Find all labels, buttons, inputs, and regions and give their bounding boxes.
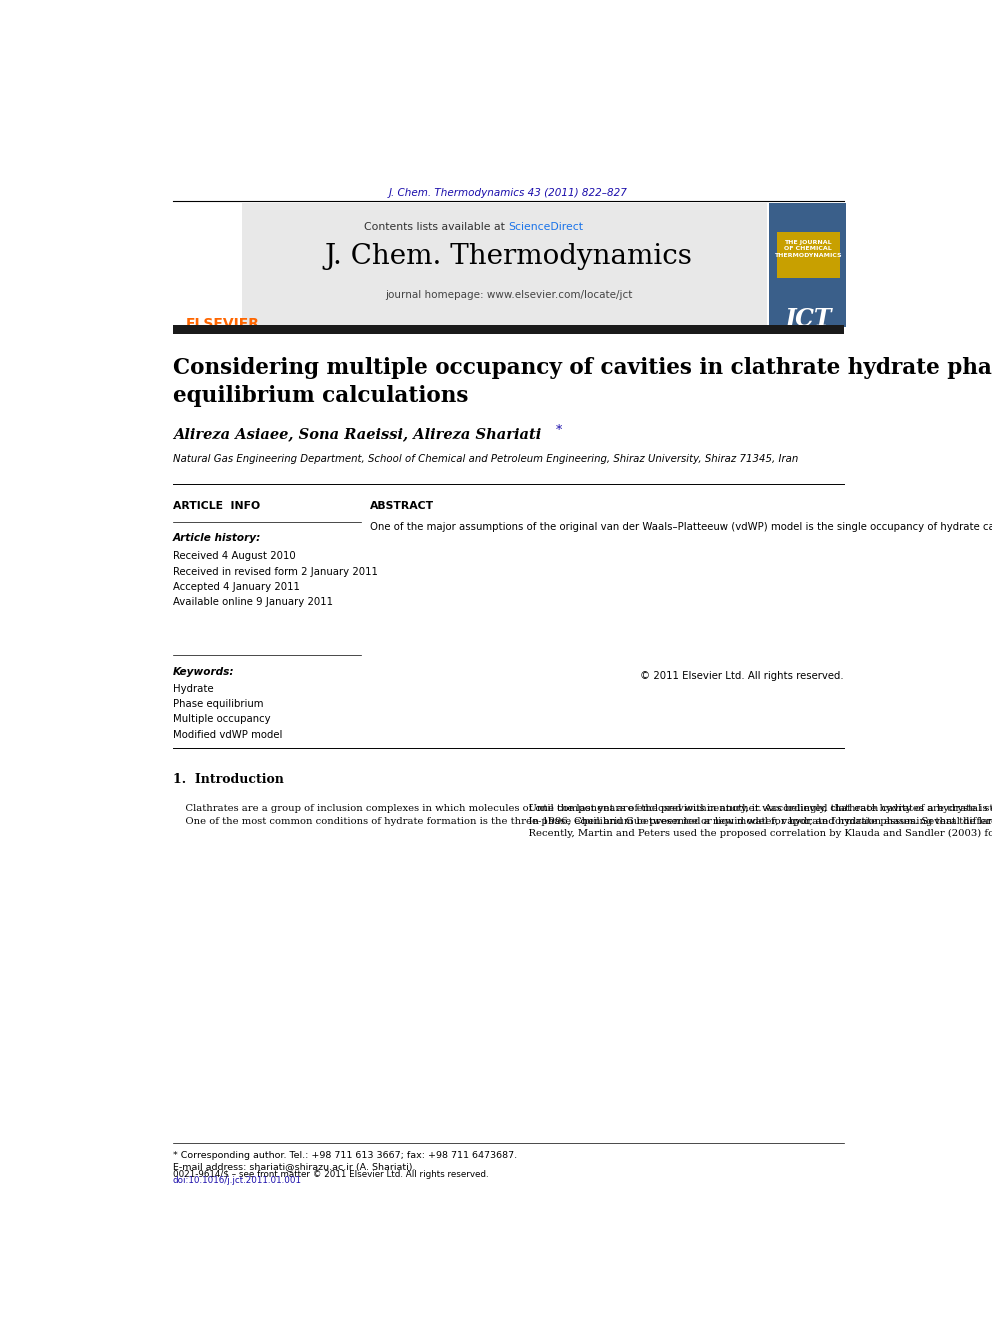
Text: Considering multiple occupancy of cavities in clathrate hydrate phase
equilibriu: Considering multiple occupancy of caviti…	[173, 357, 992, 407]
Text: E-mail address: shariati@shirazu.ac.ir (A. Shariati).: E-mail address: shariati@shirazu.ac.ir (…	[173, 1162, 416, 1171]
Text: Natural Gas Engineering Department, School of Chemical and Petroleum Engineering: Natural Gas Engineering Department, Scho…	[173, 454, 799, 464]
Text: 0021-9614/$ – see front matter © 2011 Elsevier Ltd. All rights reserved.: 0021-9614/$ – see front matter © 2011 El…	[173, 1170, 488, 1179]
Text: Until the last years of the previous century, it was believed that each cavity o: Until the last years of the previous cen…	[516, 804, 992, 839]
Bar	[777, 232, 840, 278]
Text: J. Chem. Thermodynamics: J. Chem. Thermodynamics	[324, 243, 692, 270]
Text: ELSEVIER: ELSEVIER	[186, 316, 260, 331]
Text: doi:10.1016/j.jct.2011.01.001: doi:10.1016/j.jct.2011.01.001	[173, 1176, 302, 1185]
Text: JCT: JCT	[785, 307, 832, 331]
Text: 1.  Introduction: 1. Introduction	[173, 773, 284, 786]
Text: Clathrates are a group of inclusion complexes in which molecules of one componen: Clathrates are a group of inclusion comp…	[173, 804, 992, 826]
Text: Contents lists available at: Contents lists available at	[364, 222, 509, 232]
Text: J. Chem. Thermodynamics 43 (2011) 822–827: J. Chem. Thermodynamics 43 (2011) 822–82…	[389, 188, 628, 198]
Text: Hydrate
Phase equilibrium
Multiple occupancy
Modified vdWP model: Hydrate Phase equilibrium Multiple occup…	[173, 684, 282, 740]
Text: * Corresponding author. Tel.: +98 711 613 3667; fax: +98 711 6473687.: * Corresponding author. Tel.: +98 711 61…	[173, 1151, 517, 1160]
Text: *: *	[556, 423, 561, 437]
Text: One of the major assumptions of the original van der Waals–Platteeuw (vdWP) mode: One of the major assumptions of the orig…	[370, 523, 992, 532]
Text: Keywords:: Keywords:	[173, 667, 234, 677]
Text: THE JOURNAL
OF CHEMICAL
THERMODYNAMICS: THE JOURNAL OF CHEMICAL THERMODYNAMICS	[775, 239, 842, 258]
Text: Article history:: Article history:	[173, 533, 261, 542]
Text: ABSTRACT: ABSTRACT	[370, 500, 434, 511]
Text: ARTICLE  INFO: ARTICLE INFO	[173, 500, 260, 511]
Text: Alireza Asiaee, Sona Raeissi, Alireza Shariati: Alireza Asiaee, Sona Raeissi, Alireza Sh…	[173, 427, 541, 441]
Text: © 2011 Elsevier Ltd. All rights reserved.: © 2011 Elsevier Ltd. All rights reserved…	[641, 671, 844, 681]
Text: journal homepage: www.elsevier.com/locate/jct: journal homepage: www.elsevier.com/locat…	[385, 290, 632, 300]
Bar	[242, 202, 767, 327]
Bar	[769, 202, 846, 327]
Bar	[173, 325, 844, 333]
Text: Received 4 August 2010
Received in revised form 2 January 2011
Accepted 4 Januar: Received 4 August 2010 Received in revis…	[173, 552, 378, 607]
Text: ScienceDirect: ScienceDirect	[509, 222, 583, 232]
